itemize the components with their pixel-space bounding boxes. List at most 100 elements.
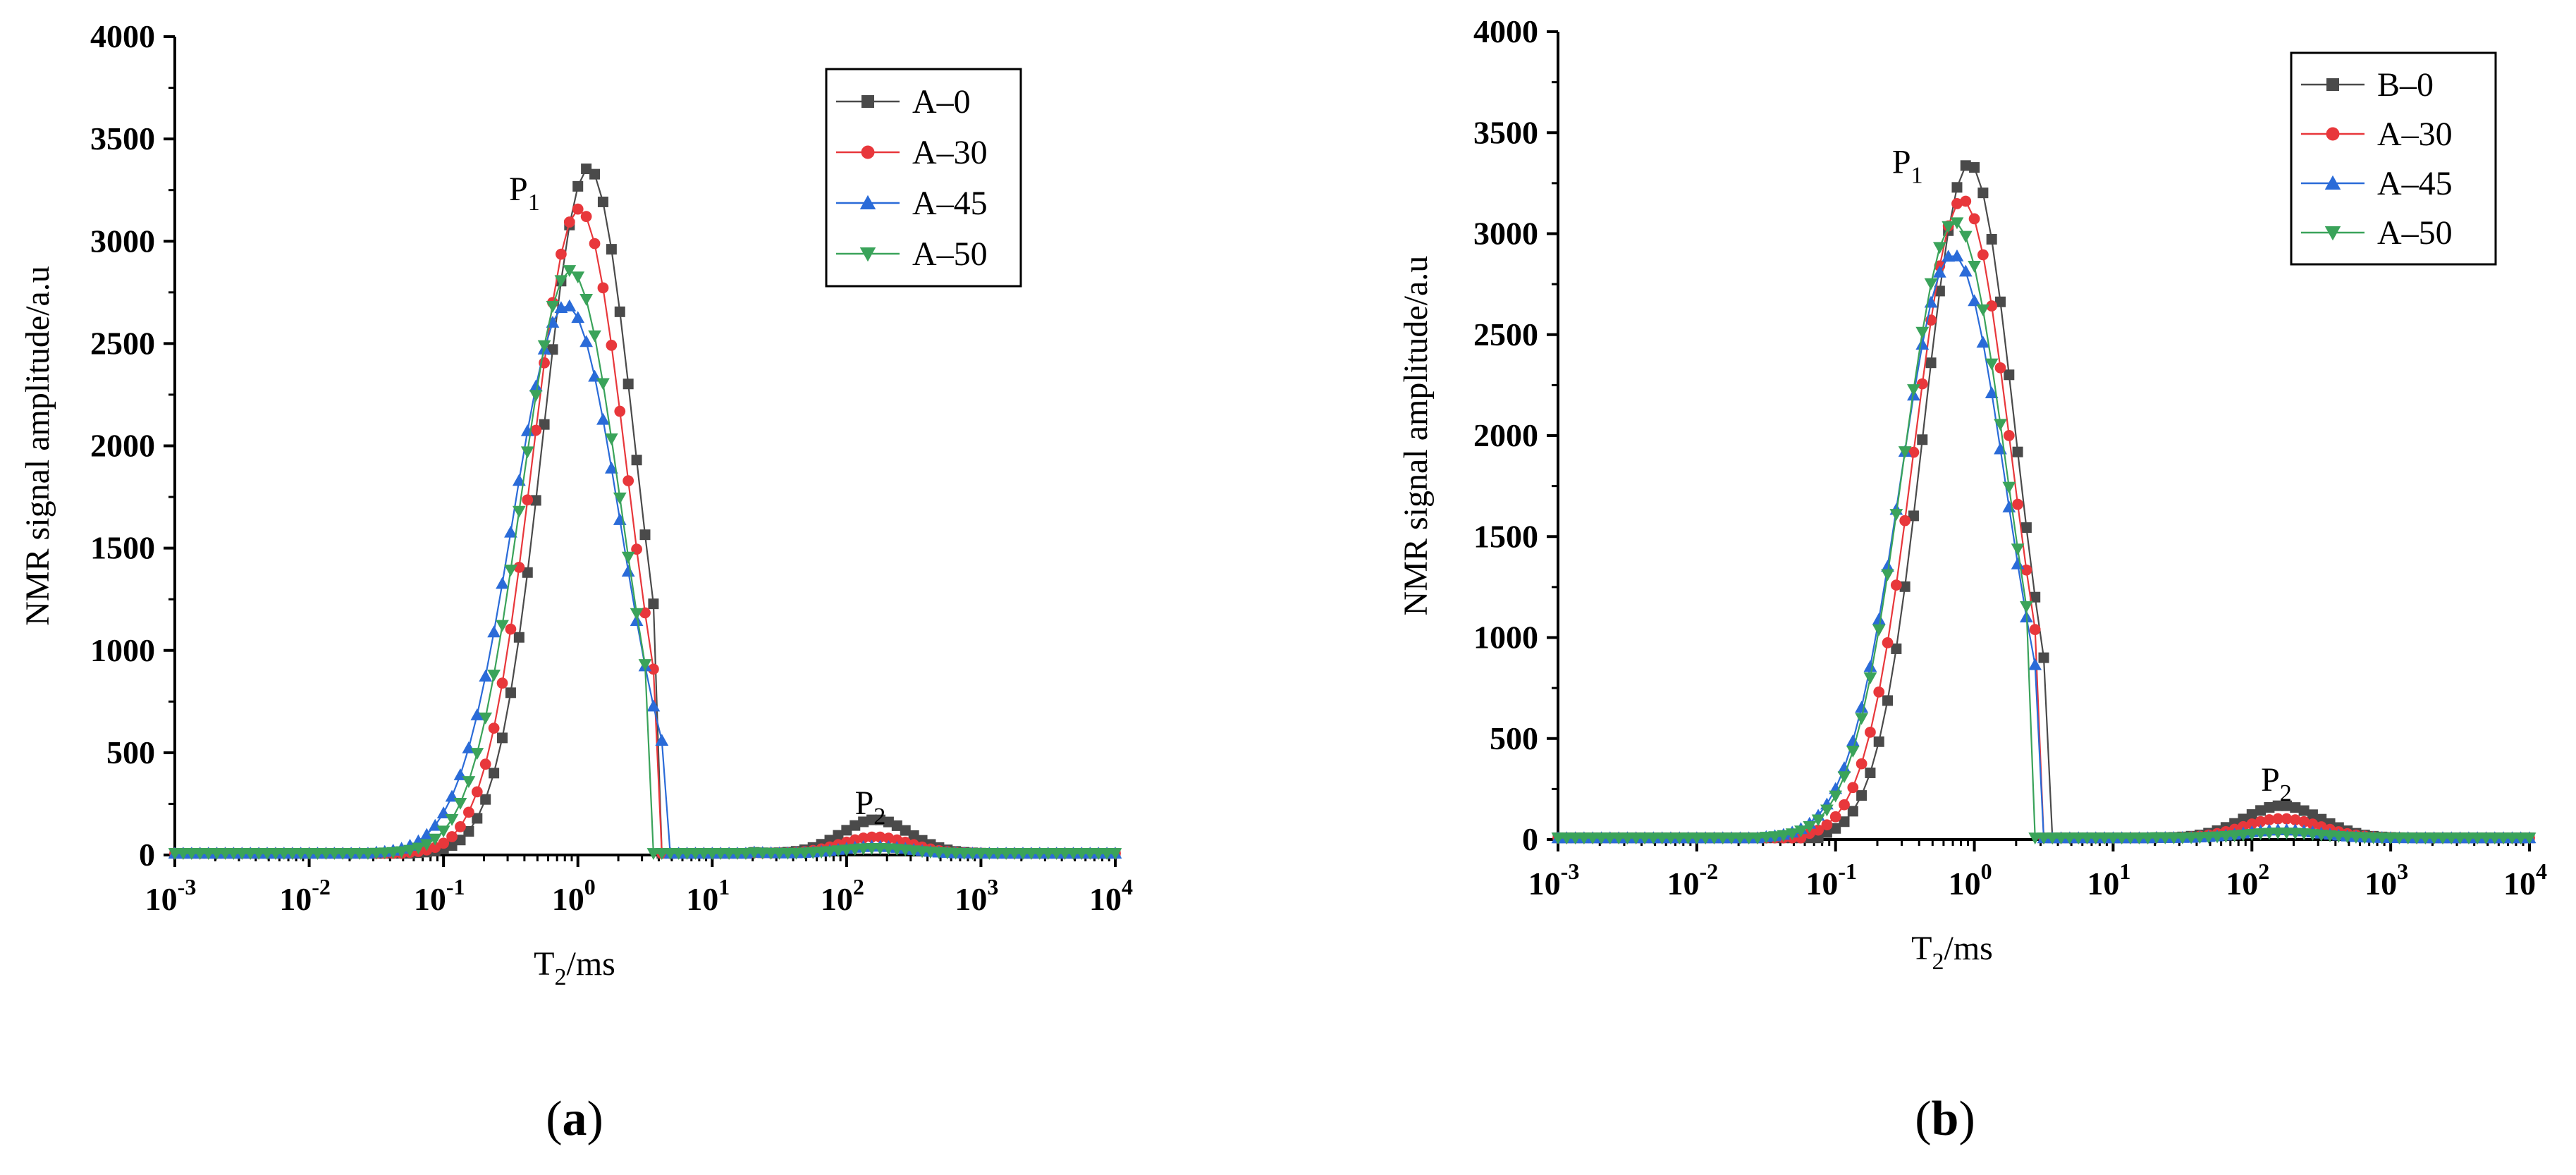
data-point (487, 670, 501, 682)
x-tick-label: 10-2 (279, 874, 331, 917)
data-point (1690, 832, 1704, 845)
data-point (663, 848, 677, 861)
data-point (1925, 357, 1937, 369)
data-point (1873, 686, 1885, 698)
data-point (1655, 832, 1669, 845)
data-point (2427, 832, 2441, 845)
data-point (2030, 591, 2041, 603)
data-point (539, 419, 550, 430)
data-point (1837, 761, 1851, 773)
data-point (419, 828, 434, 840)
data-point (2298, 805, 2310, 816)
legend-marker (859, 195, 876, 209)
data-point (2479, 832, 2493, 845)
data-point (966, 848, 979, 860)
data-point (1976, 336, 1990, 348)
data-point (572, 180, 584, 192)
data-point (1847, 782, 1859, 794)
data-point (2037, 832, 2051, 845)
data-point (2255, 805, 2267, 816)
data-point (286, 848, 300, 861)
data-point (1932, 242, 1946, 254)
data-point (797, 847, 811, 860)
data-point (638, 659, 652, 672)
data-point (185, 848, 199, 861)
data-point (1595, 832, 1608, 845)
data-point (689, 848, 702, 861)
legend: B–0 A–30 A–45 A–50 (2290, 51, 2497, 266)
data-point (2418, 832, 2432, 845)
data-point (1968, 294, 1981, 307)
data-point (378, 847, 392, 860)
data-point (764, 847, 778, 860)
data-point (319, 848, 333, 861)
data-point (1829, 811, 1841, 823)
data-point (596, 378, 610, 390)
data-point (631, 455, 642, 466)
data-point (2357, 832, 2372, 844)
data-point (1985, 358, 1999, 371)
data-point (1865, 726, 1876, 738)
data-point (429, 842, 441, 854)
data-point (505, 623, 517, 635)
data-point (470, 748, 484, 760)
series-1 (1552, 195, 2535, 844)
data-point (1664, 832, 1678, 845)
data-point (2298, 816, 2310, 828)
data-point (639, 607, 651, 619)
data-point (2410, 832, 2424, 845)
series-line-1 (1558, 200, 2529, 839)
data-point (1621, 832, 1634, 845)
legend-marker (2324, 175, 2341, 190)
chart-panel-b: 0 500 1000 1500 2000 2500 3000 3500 4000 10-3 10-2… (1397, 13, 2547, 1146)
data-point (850, 820, 861, 831)
y-tick-label: 4000 (1473, 13, 1538, 49)
data-point (1994, 362, 2006, 374)
x-tick-label: 10-1 (1805, 859, 1857, 902)
data-point (193, 848, 207, 861)
data-point (781, 847, 795, 860)
chart-panel-a: 0 500 1000 1500 2000 2500 3000 3500 4000 10-3 10-2… (19, 18, 1133, 1146)
data-point (1994, 296, 2006, 307)
data-point (522, 567, 533, 578)
data-point (252, 848, 266, 861)
data-point (2238, 813, 2249, 825)
legend-marker (861, 145, 875, 159)
data-point (547, 344, 558, 355)
peak-label-1: P1 (509, 171, 540, 216)
data-point (480, 794, 491, 805)
data-point (974, 848, 988, 860)
data-point (1881, 569, 1894, 582)
peak-label-1: P1 (1892, 144, 1923, 189)
data-point (463, 806, 474, 818)
data-point (1890, 579, 1902, 591)
data-point (2453, 832, 2467, 845)
data-point (2132, 832, 2146, 845)
data-point (471, 786, 483, 798)
data-point (395, 846, 408, 859)
data-point (1750, 832, 1765, 845)
data-point (1968, 213, 1980, 225)
data-point (1672, 832, 1686, 845)
data-point (1916, 378, 1928, 390)
panel-label: (a) (546, 1092, 603, 1146)
data-point (2323, 830, 2337, 842)
x-tick-label: 10-1 (414, 874, 465, 917)
legend-marker (859, 247, 876, 262)
data-point (596, 412, 610, 425)
data-point (648, 598, 659, 610)
data-point (1698, 832, 1712, 845)
data-point (1872, 624, 1886, 636)
data-point (2228, 830, 2242, 842)
data-point (2401, 832, 2415, 845)
data-point (1100, 848, 1114, 861)
data-point (1891, 643, 1902, 654)
data-point (1985, 386, 1999, 398)
data-point (857, 832, 869, 844)
data-point (1091, 848, 1105, 861)
data-point (1915, 338, 1930, 350)
data-point (496, 620, 509, 632)
data-point (463, 825, 474, 837)
data-point (672, 848, 686, 861)
data-point (202, 848, 216, 861)
